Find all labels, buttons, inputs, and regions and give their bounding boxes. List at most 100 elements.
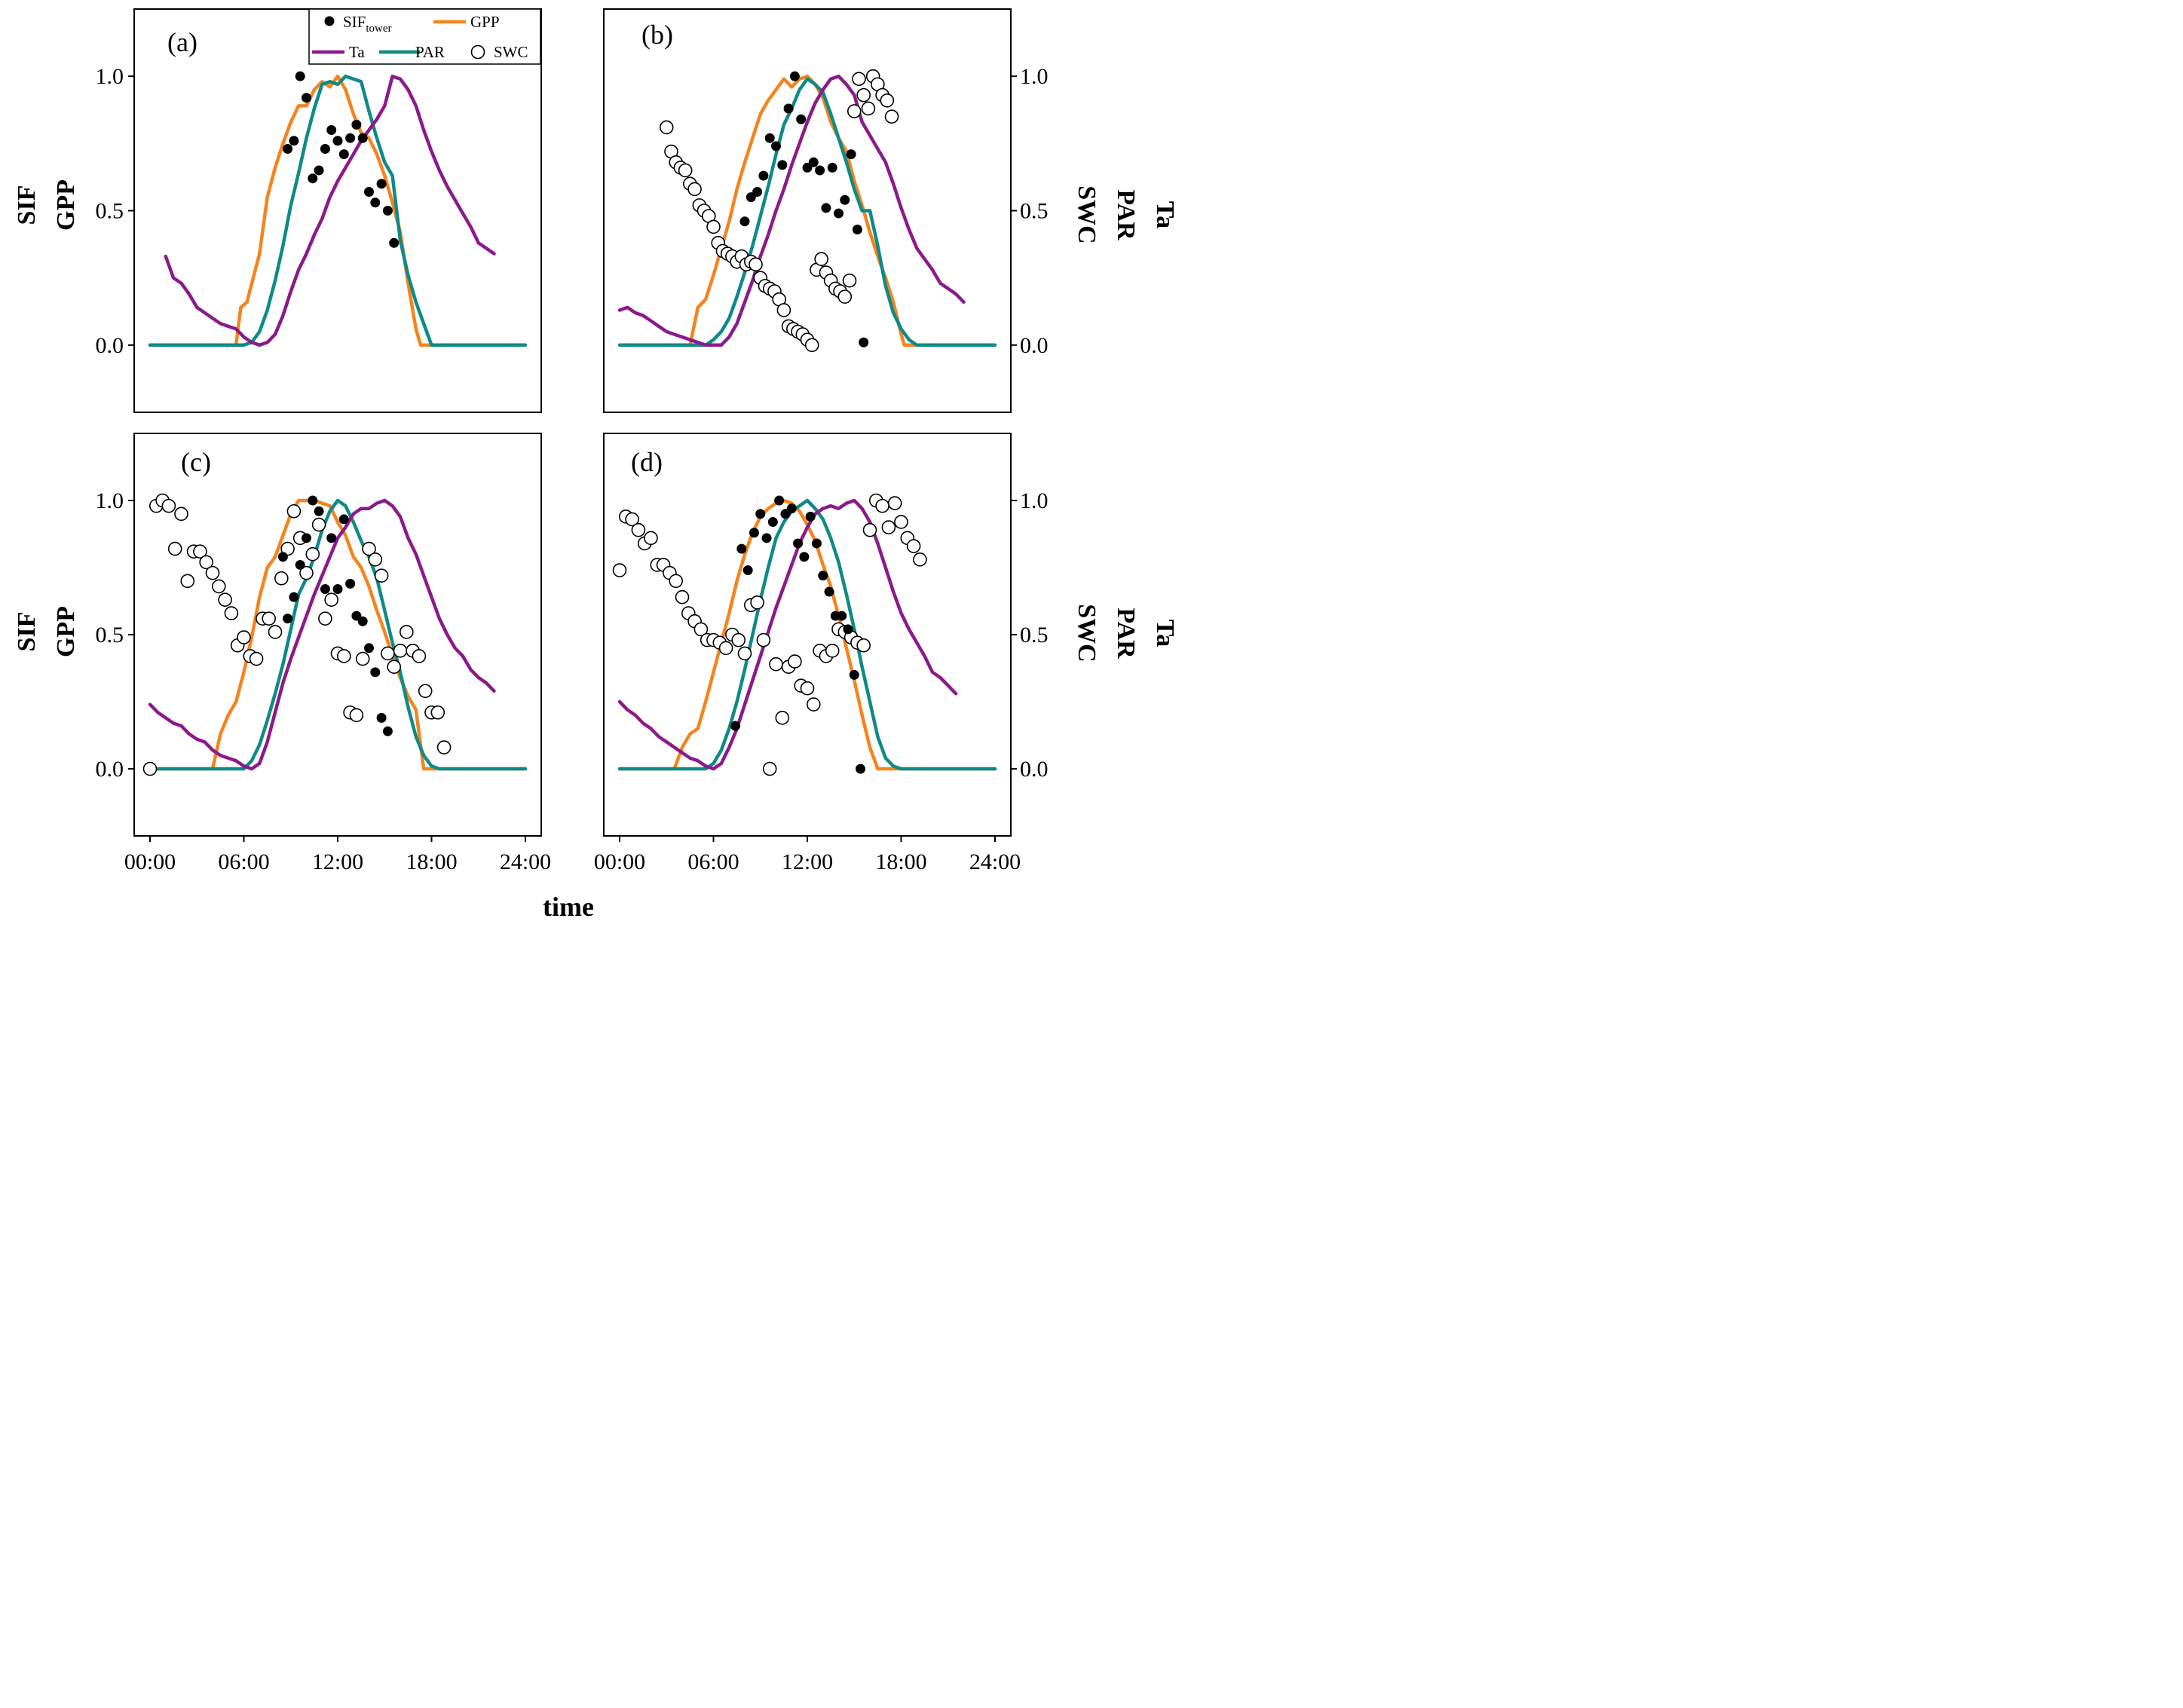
y-tick-label: 0.0: [1020, 757, 1049, 782]
swc-point: [762, 761, 777, 776]
right-axis-label-bottom: Ta PAR SWC: [1073, 604, 1179, 662]
y-tick-label: 0.0: [96, 757, 124, 782]
swc-point: [199, 555, 214, 570]
swc-point: [884, 109, 899, 124]
legend-ta-label: Ta: [349, 43, 365, 61]
legend-sif-sub: tower: [366, 23, 391, 35]
swc-point: [913, 552, 927, 567]
sif-point: [351, 119, 362, 130]
sif-point: [382, 726, 393, 736]
plot-frame: [133, 8, 542, 413]
swc-point: [693, 622, 709, 637]
swc-point: [430, 705, 445, 720]
swc-point: [336, 649, 351, 663]
swc-point: [418, 684, 433, 699]
sif-point: [786, 504, 797, 514]
legend-sif-main: SIF: [343, 13, 366, 31]
swc-point: [318, 611, 332, 626]
y-tick-label: 1.0: [1020, 488, 1049, 513]
figure: 0.0 0.5 1.0 (a) 0.0 0.5 1.0 (b) 0.0 0.5 1.0 00:00 06…: [13, 8, 1179, 922]
sif-point: [755, 509, 766, 519]
gpp-line: [617, 74, 997, 347]
y-axis-label-right-ta: Ta: [1151, 620, 1179, 647]
swc-point: [669, 574, 684, 589]
sif-point: [752, 187, 763, 197]
y-tick-label: 0.0: [96, 333, 124, 358]
x-tick-label: 00:00: [594, 849, 645, 874]
sif-point: [314, 506, 324, 516]
sif-point: [783, 103, 794, 114]
legend-swc-marker: [470, 44, 485, 60]
swc-point: [193, 544, 207, 559]
y-axis-label-right-swc: SWC: [1073, 604, 1101, 662]
panel-d: 0.0 0.5 1.0 00:00 06:00 12:00 18:00 24:00 (d): [594, 433, 1049, 874]
sif-point: [846, 149, 856, 160]
plot-area: [612, 493, 997, 776]
y-axis-label-right-ta: Ta: [1151, 201, 1179, 229]
swc-point: [852, 72, 866, 87]
panel-label: (d): [631, 447, 663, 477]
sif-point: [283, 143, 293, 154]
swc-point: [837, 289, 853, 304]
sif-point: [793, 538, 804, 549]
sif-point: [827, 162, 837, 173]
swc-point: [880, 93, 895, 108]
swc-point: [775, 711, 790, 725]
sif-point: [811, 538, 822, 549]
swc-point: [776, 303, 791, 317]
swc-point: [894, 515, 908, 529]
swc-point: [675, 589, 690, 605]
sif-point: [326, 533, 337, 543]
swc-point: [856, 638, 871, 653]
sif-point: [730, 721, 741, 731]
sif-point: [799, 552, 810, 562]
sif-point: [843, 624, 853, 635]
panel-c: 0.0 0.5 1.0 00:00 06:00 12:00 18:00 24:00 (c): [96, 433, 551, 874]
sif-point: [739, 216, 750, 227]
sif-point: [777, 160, 788, 170]
swc-point: [687, 182, 702, 197]
swc-point: [625, 512, 639, 527]
sif-point: [837, 611, 847, 621]
sif-point: [764, 133, 775, 143]
swc-point: [224, 606, 239, 620]
x-tick-label: 24:00: [500, 849, 551, 874]
panel-b: 0.0 0.5 1.0 (b): [603, 8, 1049, 413]
sif-point: [357, 616, 368, 626]
swc-point: [750, 595, 764, 610]
swc-point: [862, 522, 877, 537]
sif-point: [289, 136, 299, 146]
swc-point: [612, 563, 627, 577]
legend-sif-marker: [324, 16, 335, 26]
sif-point: [370, 197, 381, 208]
sif-point: [295, 71, 305, 81]
panels: 0.0 0.5 1.0 (a) 0.0 0.5 1.0 (b) 0.0 0.5 1.0 00:00 06…: [96, 8, 1049, 874]
sif-point: [758, 170, 769, 181]
left-axis-label-top: SIF GPP: [13, 179, 80, 231]
x-tick-label: 18:00: [875, 849, 926, 874]
y-tick-label: 1.0: [96, 64, 124, 89]
swc-point: [875, 498, 889, 513]
swc-point: [324, 592, 339, 608]
swc-point: [412, 649, 427, 663]
swc-point: [631, 522, 646, 537]
sif-point: [295, 559, 305, 570]
y-axis-label-left-gpp: GPP: [52, 606, 80, 657]
swc-point: [731, 632, 746, 647]
sif-point: [332, 136, 343, 146]
sif-point: [849, 669, 859, 680]
swc-point: [387, 660, 402, 675]
y-axis-label-left-gpp: GPP: [52, 179, 80, 231]
panel-label: (c): [181, 447, 211, 477]
legend-frame: [308, 8, 541, 65]
swc-point: [381, 646, 395, 661]
swc-point: [237, 630, 251, 644]
sif-point: [332, 583, 343, 594]
panel-label: (a): [167, 27, 197, 57]
x-tick-label: 18:00: [406, 849, 457, 874]
sif-point: [824, 586, 834, 597]
x-tick-label: 12:00: [312, 849, 363, 874]
swc-point: [644, 531, 658, 546]
swc-point: [311, 517, 326, 532]
swc-point: [362, 541, 376, 556]
